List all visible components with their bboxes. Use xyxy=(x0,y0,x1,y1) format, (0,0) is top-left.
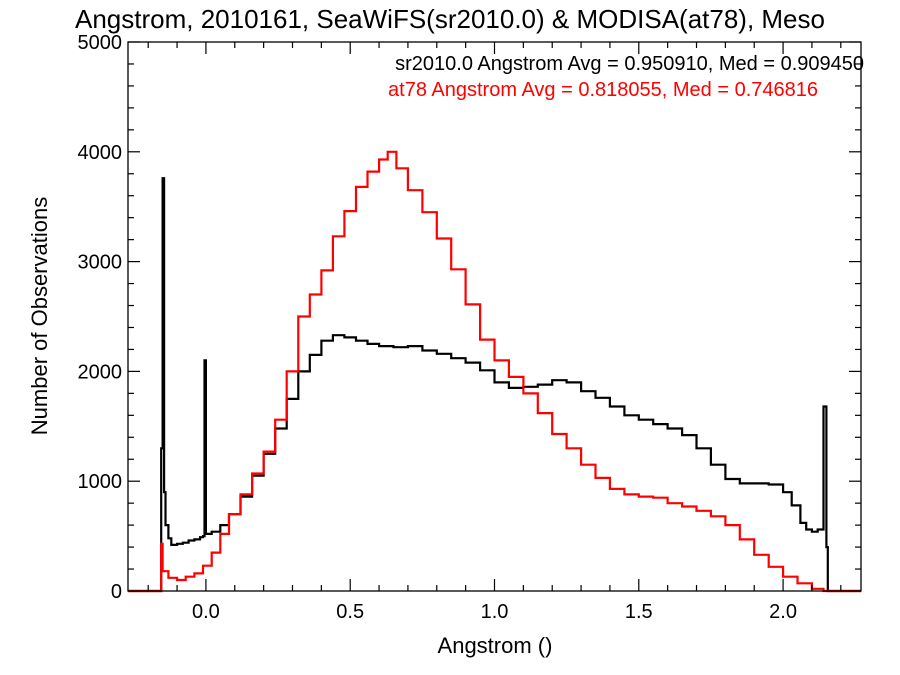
x-tick-label: 1.5 xyxy=(625,601,653,623)
chart-title: Angstrom, 2010161, SeaWiFS(sr2010.0) & M… xyxy=(75,4,825,34)
y-tick-label: 3000 xyxy=(78,252,123,274)
tick-label-layer: 0.0 0.5 1.0 1.5 2.0 0 1000 2000 3000 4000 5000 xyxy=(78,32,797,623)
stats-annotation-sr2010: sr2010.0 Angstrom Avg = 0.950910, Med = … xyxy=(395,53,864,75)
y-tick-label: 0 xyxy=(111,581,122,603)
x-tick-label: 2.0 xyxy=(769,601,797,623)
stats-annotation-at78: at78 Angstrom Avg = 0.818055, Med = 0.74… xyxy=(388,79,818,101)
axes-layer xyxy=(127,41,862,592)
x-axis-label: Angstrom () xyxy=(438,633,553,658)
y-tick-label: 1000 xyxy=(78,471,123,493)
y-tick-label: 2000 xyxy=(78,361,123,383)
x-tick-label: 1.0 xyxy=(481,601,509,623)
y-tick-label: 4000 xyxy=(78,142,123,164)
x-tick-label: 0.0 xyxy=(192,601,220,623)
series-layer xyxy=(128,150,861,593)
series-line-1 xyxy=(128,150,861,593)
y-tick-label: 5000 xyxy=(78,32,123,54)
series-line-0 xyxy=(128,177,861,593)
x-tick-label: 0.5 xyxy=(336,601,364,623)
y-axis-label: Number of Observations xyxy=(27,197,52,435)
